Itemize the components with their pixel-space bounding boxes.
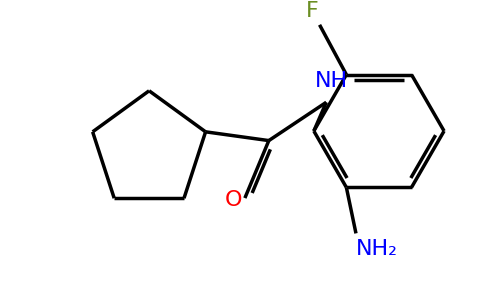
Text: NH₂: NH₂: [356, 239, 398, 259]
Text: O: O: [225, 190, 242, 210]
Text: NH: NH: [315, 71, 348, 91]
Text: F: F: [305, 2, 318, 21]
